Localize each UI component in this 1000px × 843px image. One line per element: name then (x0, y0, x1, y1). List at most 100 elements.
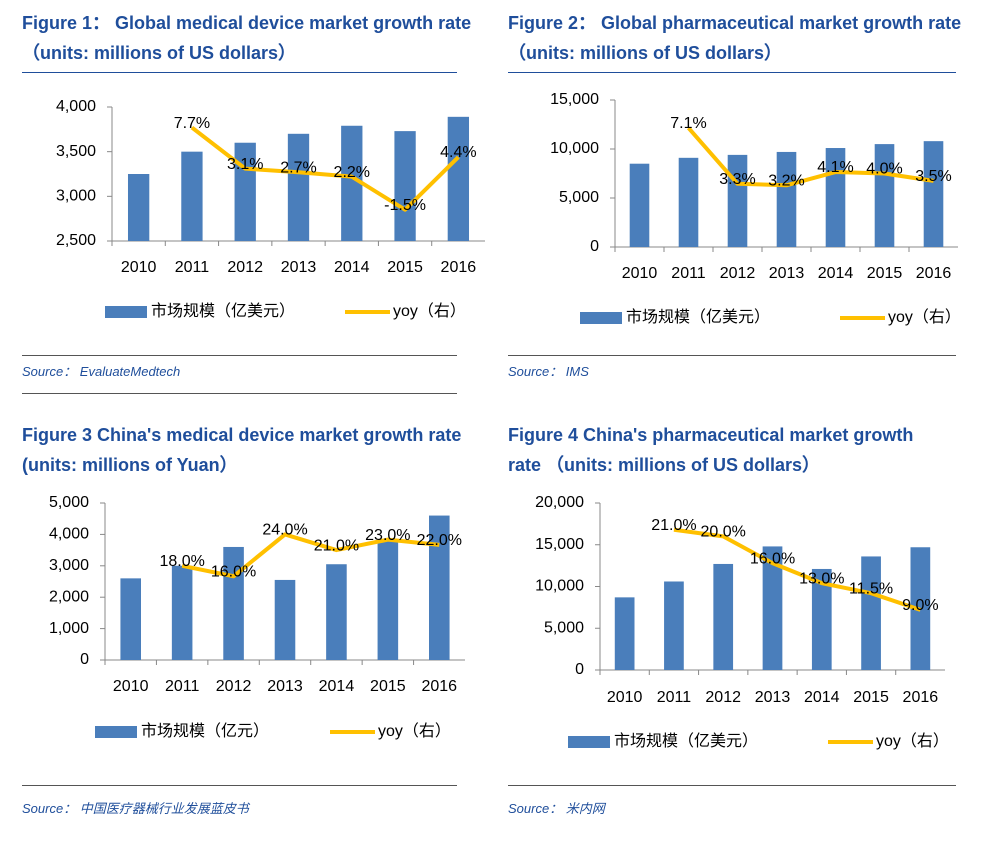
y-tick-label: 2,500 (56, 232, 96, 249)
x-tick-label: 2014 (319, 678, 355, 695)
y-tick-label: 0 (80, 651, 89, 668)
bar (664, 581, 684, 670)
data-label: 22.0% (417, 532, 462, 549)
legend-label: yoy（右） (888, 308, 961, 326)
data-label: 3.1% (227, 156, 263, 173)
bar (678, 157, 699, 247)
y-tick-label: 10,000 (550, 140, 599, 157)
x-tick-label: 2010 (113, 678, 149, 695)
data-label: 3.2% (768, 172, 804, 189)
data-label: 20.0% (701, 524, 746, 541)
y-tick-label: 0 (575, 661, 584, 678)
y-tick-label: 10,000 (535, 578, 584, 595)
x-tick-label: 2011 (165, 678, 200, 695)
legend-label: yoy（右） (393, 302, 466, 320)
x-tick-label: 2015 (370, 678, 406, 695)
x-tick-label: 2012 (720, 265, 756, 282)
bar (629, 163, 650, 247)
x-tick-label: 2014 (818, 265, 854, 282)
x-tick-label: 2015 (867, 265, 903, 282)
bar (171, 565, 193, 660)
data-label: 24.0% (262, 522, 307, 539)
line (686, 126, 934, 188)
data-label: 16.0% (750, 550, 795, 567)
bar (287, 133, 310, 241)
x-tick-label: 2012 (705, 689, 741, 706)
bar (713, 563, 734, 670)
bar (377, 540, 399, 660)
rule (508, 72, 956, 73)
y-tick-label: 15,000 (550, 91, 599, 108)
y-tick-label: 4,000 (56, 98, 96, 115)
x-tick-label: 2015 (387, 259, 423, 276)
line (181, 532, 440, 579)
figure-title: Figure 4 China's pharmaceutical market g… (508, 425, 914, 475)
legend-swatch (95, 726, 137, 738)
bar (429, 515, 450, 660)
data-label: 7.1% (670, 115, 706, 132)
data-label: 11.5% (849, 580, 893, 597)
x-tick-label: 2010 (607, 689, 643, 706)
data-label: 13.0% (799, 570, 844, 587)
data-label: 9.0% (902, 597, 938, 614)
x-tick-label: 2014 (334, 259, 370, 276)
y-tick-label: 3,500 (56, 143, 96, 160)
x-tick-label: 2016 (441, 259, 477, 276)
y-tick-label: 5,000 (544, 619, 584, 636)
rule (22, 72, 457, 73)
data-label: 18.0% (159, 553, 204, 570)
data-label: 3.5% (915, 168, 951, 185)
legend-label: 市场规模（亿美元） (151, 302, 295, 320)
bar (127, 174, 150, 241)
bar (811, 568, 832, 670)
x-tick-label: 2012 (227, 259, 263, 276)
legend-label: yoy（右） (378, 722, 451, 740)
source: Source： IMS (508, 364, 589, 379)
data-label: 2.2% (334, 164, 370, 181)
line (673, 527, 921, 612)
bar (614, 597, 635, 670)
x-tick-label: 2010 (622, 265, 658, 282)
y-tick-label: 1,000 (49, 620, 89, 637)
x-tick-label: 2015 (853, 689, 889, 706)
x-tick-label: 2011 (657, 689, 692, 706)
source: Source： 中国医疗器械行业发展蓝皮书 (22, 801, 249, 816)
source: Source： EvaluateMedtech (22, 364, 181, 379)
bar (181, 151, 203, 241)
y-tick-label: 20,000 (535, 494, 584, 511)
legend-label: 市场规模（亿元） (141, 722, 269, 740)
legend-swatch (580, 312, 622, 324)
figure-title: Figure 2： Global pharmaceutical market g… (508, 13, 962, 63)
rule (22, 393, 457, 394)
x-tick-label: 2010 (121, 259, 157, 276)
x-tick-label: 2013 (267, 678, 303, 695)
legend-swatch (568, 736, 610, 748)
y-tick-label: 2,000 (49, 588, 89, 605)
data-label: 21.0% (651, 517, 696, 534)
data-label: 21.0% (314, 537, 359, 554)
figure-title: Figure 1： Global medical device market g… (22, 13, 472, 63)
source: Source： 米内网 (508, 801, 605, 816)
bar (874, 144, 895, 247)
legend-label: 市场规模（亿美元） (614, 732, 758, 750)
x-tick-label: 2013 (755, 689, 791, 706)
bar (341, 125, 363, 241)
rule (508, 785, 956, 786)
data-label: 3.3% (719, 171, 755, 188)
bar (923, 141, 944, 247)
data-label: 16.0% (211, 563, 256, 580)
data-label: 4.0% (866, 161, 902, 178)
bar (274, 579, 296, 660)
x-tick-label: 2016 (421, 678, 457, 695)
x-tick-label: 2013 (281, 259, 317, 276)
x-tick-label: 2013 (769, 265, 805, 282)
bar (762, 546, 783, 670)
rule (508, 355, 956, 356)
data-label: 4.4% (440, 144, 476, 161)
data-label: 2.7% (280, 159, 316, 176)
figure-title: Figure 3 China's medical device market g… (22, 425, 462, 475)
y-tick-label: 3,000 (49, 557, 89, 574)
x-tick-label: 2012 (216, 678, 252, 695)
